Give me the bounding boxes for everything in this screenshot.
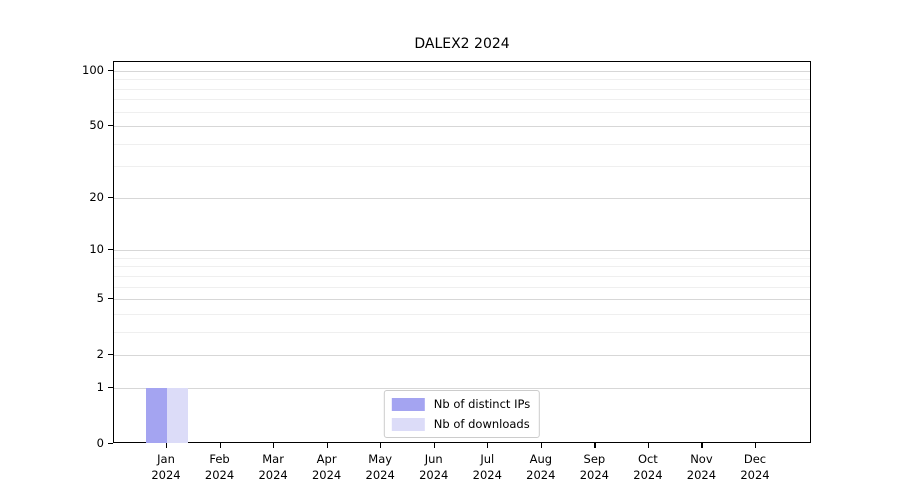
legend-swatch-downloads <box>391 417 425 431</box>
bar-downloads-jan <box>167 387 189 443</box>
major-gridline <box>114 197 810 199</box>
y-tick-mark <box>108 298 113 300</box>
y-tick-mark <box>108 70 113 72</box>
x-tick-year: 2024 <box>419 468 449 482</box>
x-tick-label: Nov 2024 <box>671 451 731 483</box>
y-tick-label: 100 <box>82 63 104 77</box>
y-tick-mark <box>108 386 113 389</box>
x-tick-label: Mar 2024 <box>243 451 303 483</box>
plot-area <box>113 61 811 443</box>
x-tick-year: 2024 <box>258 468 288 482</box>
legend-item-distinct-ips: Nb of distinct IPs <box>391 395 531 413</box>
x-tick-year: 2024 <box>204 468 235 482</box>
y-tick-mark <box>108 443 113 445</box>
bar-distinct-ips-jan <box>145 387 167 443</box>
y-tick-label: 10 <box>89 242 104 257</box>
x-tick-label: Feb 2024 <box>190 451 250 483</box>
x-tick-month: Dec <box>743 452 767 466</box>
major-gridline <box>114 387 810 389</box>
y-tick-label: 20 <box>89 189 104 204</box>
x-tick-label: Oct 2024 <box>618 451 678 483</box>
x-tick-year: 2024 <box>686 468 717 482</box>
x-tick-label: Aug 2024 <box>511 451 571 483</box>
chart-title: DALEX2 2024 <box>414 36 510 52</box>
x-tick-label: Jan 2024 <box>136 451 196 483</box>
x-tick-mark <box>380 443 382 448</box>
x-tick-mark <box>433 443 435 448</box>
x-tick-month: Jun <box>424 452 443 466</box>
y-tick-mark <box>108 354 113 356</box>
x-tick-label: May 2024 <box>350 451 410 483</box>
x-tick-label: Sep 2024 <box>564 451 624 483</box>
x-tick-mark <box>594 443 596 448</box>
x-tick-year: 2024 <box>579 468 609 482</box>
y-tick-mark <box>108 196 113 199</box>
x-tick-month: Sep <box>583 452 606 466</box>
x-tick-label: Jul 2024 <box>457 451 517 483</box>
legend-label-downloads: Nb of downloads <box>433 417 530 431</box>
minor-gridline <box>114 111 810 113</box>
x-tick-month: Feb <box>209 452 230 466</box>
x-tick-month: Jul <box>480 452 495 466</box>
minor-gridline <box>114 99 810 101</box>
x-tick-year: 2024 <box>151 468 181 482</box>
minor-gridline <box>114 275 810 277</box>
legend-label-distinct-ips: Nb of distinct IPs <box>433 397 531 411</box>
x-tick-mark <box>754 443 757 448</box>
legend: Nb of distinct IPs Nb of downloads <box>383 390 541 438</box>
minor-gridline <box>114 257 810 259</box>
major-gridline <box>114 71 810 72</box>
y-tick-mark <box>108 125 113 127</box>
legend-swatch-distinct-ips <box>391 397 425 411</box>
y-tick-label: 0 <box>96 436 104 450</box>
minor-gridline <box>114 88 810 90</box>
x-tick-year: 2024 <box>633 468 663 482</box>
x-tick-mark <box>273 443 275 448</box>
major-gridline <box>114 299 810 301</box>
minor-gridline <box>114 331 810 333</box>
x-tick-month: Oct <box>637 452 658 466</box>
major-gridline <box>114 250 810 252</box>
x-tick-year: 2024 <box>740 468 770 482</box>
x-tick-mark <box>166 443 168 448</box>
minor-gridline <box>114 313 810 315</box>
x-tick-year: 2024 <box>526 468 556 482</box>
major-gridline <box>114 126 810 128</box>
y-tick-label: 5 <box>96 291 104 306</box>
y-tick-label: 1 <box>96 379 104 394</box>
x-tick-mark <box>701 443 703 448</box>
x-tick-month: May <box>368 452 393 466</box>
x-tick-month: Jan <box>157 452 175 466</box>
x-tick-mark <box>326 443 328 448</box>
x-tick-month: Apr <box>316 452 337 466</box>
x-tick-mark <box>219 443 221 448</box>
x-tick-month: Nov <box>690 452 713 466</box>
x-tick-label: Dec 2024 <box>725 451 785 483</box>
y-tick-label: 2 <box>96 347 104 362</box>
x-tick-mark <box>647 443 650 448</box>
x-tick-month: Aug <box>529 452 553 466</box>
x-tick-label: Jun 2024 <box>404 451 464 483</box>
x-tick-label: Apr 2024 <box>297 451 357 483</box>
x-tick-mark <box>540 443 542 448</box>
x-tick-month: Mar <box>262 452 284 466</box>
major-gridline <box>114 355 810 357</box>
x-tick-year: 2024 <box>365 468 395 482</box>
y-tick-mark <box>108 249 113 251</box>
x-tick-year: 2024 <box>472 468 502 482</box>
minor-gridline <box>114 286 810 288</box>
minor-gridline <box>114 143 810 145</box>
x-tick-mark <box>487 443 489 448</box>
legend-item-downloads: Nb of downloads <box>391 415 530 433</box>
x-tick-year: 2024 <box>311 468 342 482</box>
minor-gridline <box>114 166 810 168</box>
y-tick-label: 50 <box>89 118 104 133</box>
minor-gridline <box>114 266 810 268</box>
minor-gridline <box>114 79 810 81</box>
